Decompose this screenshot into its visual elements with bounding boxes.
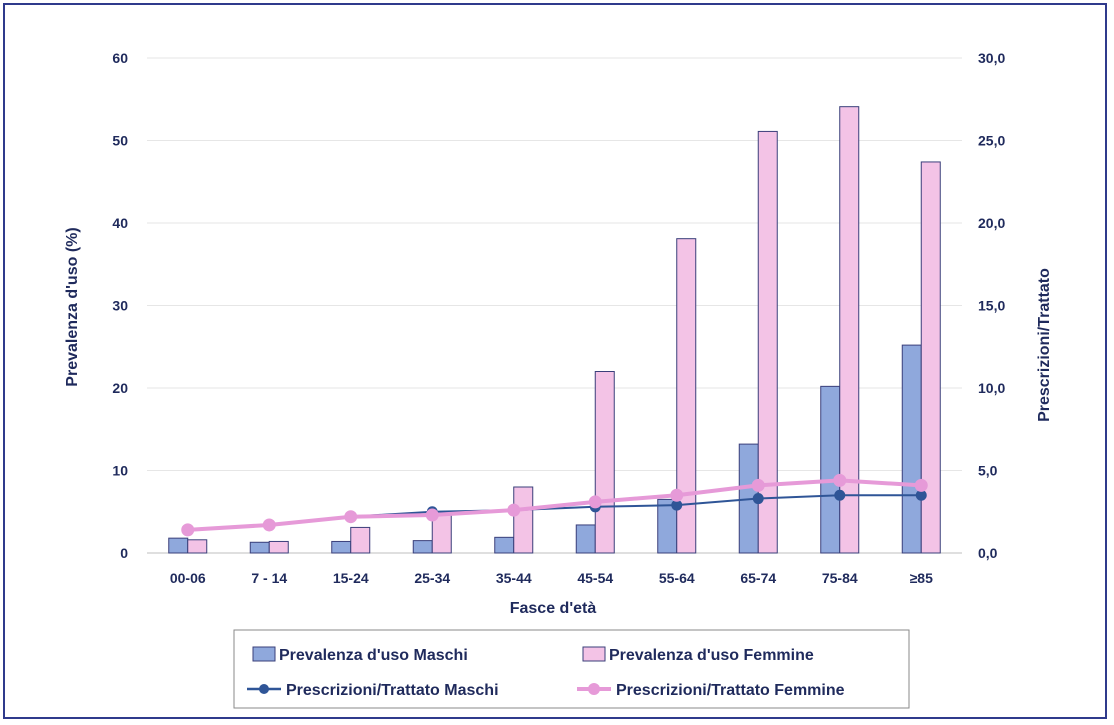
x-tick-label: 45-54 [577,570,613,586]
point-maschi [752,493,764,505]
bar-femmine [350,526,371,554]
bar-femmine [757,130,778,554]
line-maschi [187,494,922,531]
right-axis-ticks: 0,0 5,0 10,0 15,0 20,0 25,0 30,0 [978,50,1005,561]
y2-tick-label: 15,0 [978,298,1005,314]
x-tick-label: 00-06 [170,570,206,586]
legend-label: Prevalenza d'uso Maschi [279,647,468,664]
bar-maschi [575,524,596,554]
legend-label: Prescrizioni/Trattato Femmine [616,682,845,699]
bar-femmine [839,106,860,554]
y-tick-label: 60 [112,50,128,66]
bar-maschi [249,541,270,554]
y2-tick-label: 0,0 [978,545,998,561]
left-axis-ticks: 0 10 20 30 40 50 60 [112,50,128,561]
legend-label: Prevalenza d'uso Femmine [609,647,814,664]
x-tick-label: ≥85 [910,570,933,586]
point-femmine [914,478,928,492]
y-tick-label: 40 [112,215,128,231]
point-femmine [833,473,847,487]
bar-femmine [676,238,697,554]
bar-maschi [412,540,433,554]
y-axis-title: Prevalenza d'uso (%) [64,227,81,386]
legend: Prevalenza d'uso Maschi Prevalenza d'uso … [247,646,845,699]
bar-maschi [901,344,922,554]
y2-tick-label: 25,0 [978,133,1005,149]
x-axis-title: Fasce d'età [510,600,597,617]
y2-tick-label: 30,0 [978,50,1005,66]
point-femmine [425,508,439,522]
y2-tick-label: 10,0 [978,380,1005,396]
y-tick-label: 50 [112,133,128,149]
bars-layer [168,106,941,554]
legend-swatch [582,646,606,662]
point-femmine [181,523,195,537]
point-femmine [588,495,602,509]
bar-maschi [168,537,189,554]
bar-femmine [513,486,534,554]
y2-tick-label: 5,0 [978,463,998,479]
legend-swatch-marker [588,683,600,695]
bar-femmine [920,161,941,554]
bar-maschi [820,385,841,554]
x-tick-label: 55-64 [659,570,695,586]
legend-swatch-marker [259,684,269,694]
lines-layer [181,473,928,537]
y-tick-label: 20 [112,380,128,396]
y-tick-label: 10 [112,463,128,479]
x-axis-ticks: 00-06 7 - 14 15-24 25-34 35-44 45-54 55-64 65-7… [170,570,933,586]
legend-box [233,629,910,709]
point-femmine [670,488,684,502]
point-femmine [507,503,521,517]
x-tick-label: 35-44 [496,570,532,586]
x-tick-label: 25-34 [414,570,450,586]
point-femmine [344,510,358,524]
bar-femmine [268,540,289,554]
bar-maschi [331,540,352,554]
legend-label: Prescrizioni/Trattato Maschi [286,682,499,699]
point-femmine [751,478,765,492]
y2-axis-title: Prescrizioni/Trattato [1036,268,1053,422]
point-maschi [834,489,846,501]
x-tick-label: 15-24 [333,570,369,586]
point-femmine [262,518,276,532]
bar-maschi [494,536,515,554]
legend-swatch [252,646,276,662]
y2-tick-label: 20,0 [978,215,1005,231]
x-tick-label: 7 - 14 [251,570,287,586]
y-tick-label: 30 [112,298,128,314]
bar-femmine [187,539,208,554]
line-femmine [187,478,922,532]
bar-femmine [594,371,615,554]
x-tick-label: 75-84 [822,570,858,586]
x-tick-label: 65-74 [740,570,776,586]
y-tick-label: 0 [120,545,128,561]
